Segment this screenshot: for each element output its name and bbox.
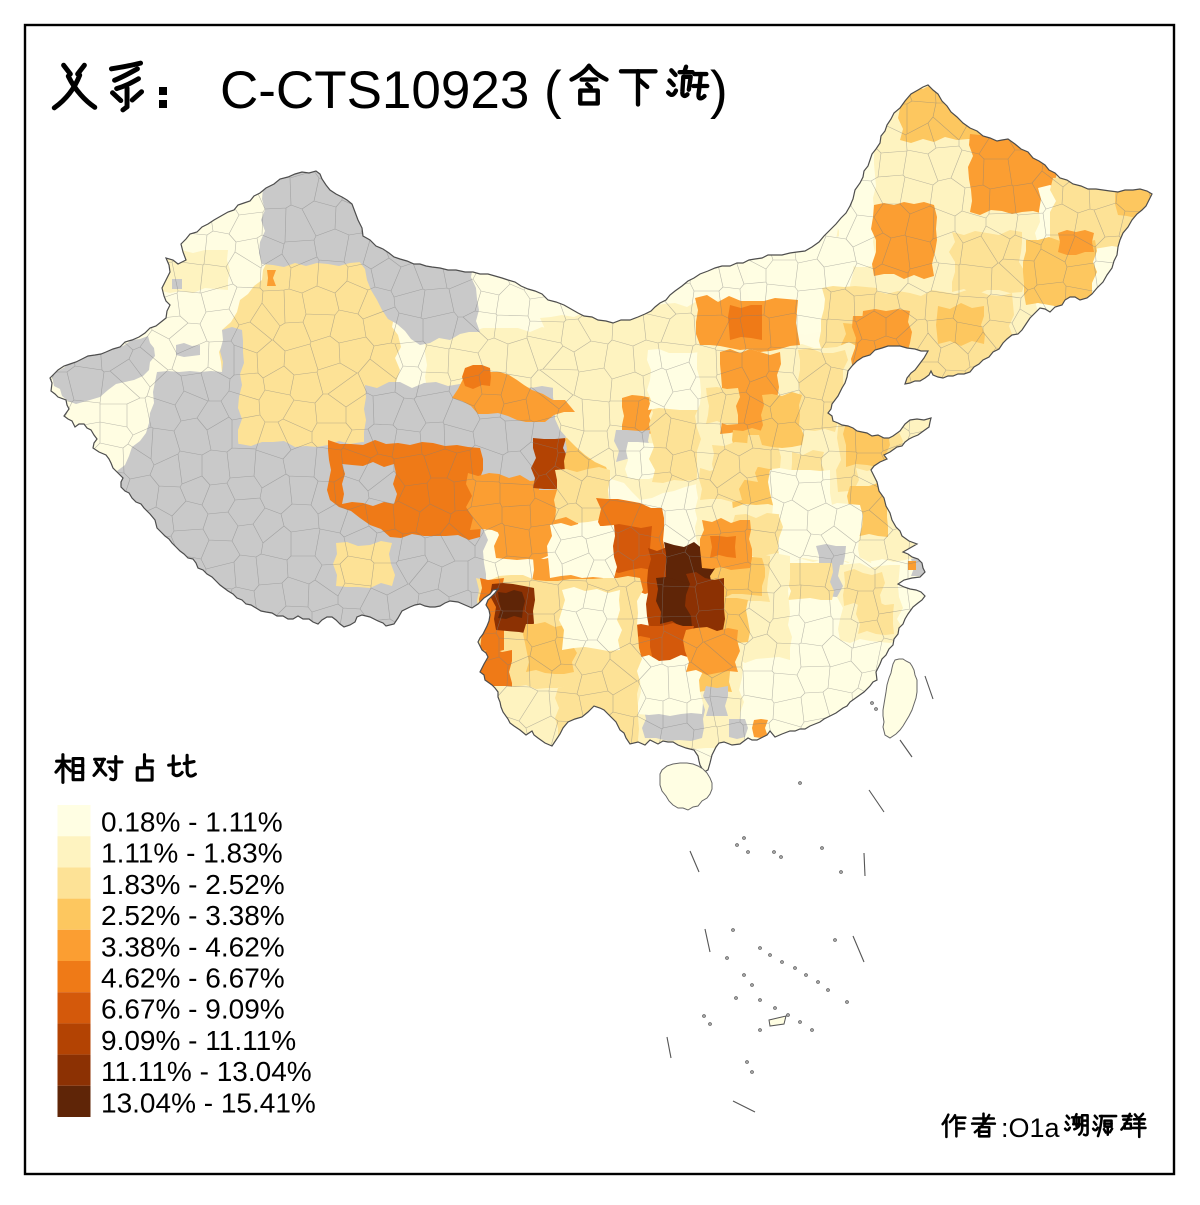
svg-text:4.62% - 6.67%: 4.62% - 6.67%	[101, 963, 285, 994]
svg-text:3.38% - 4.62%: 3.38% - 4.62%	[101, 931, 285, 962]
svg-text:2.52% - 3.38%: 2.52% - 3.38%	[101, 900, 285, 931]
svg-text::O1a: :O1a	[1001, 1113, 1061, 1143]
svg-text:1.11% - 1.83%: 1.11% - 1.83%	[101, 838, 283, 869]
svg-text:9.09% - 11.11%: 9.09% - 11.11%	[101, 1025, 296, 1056]
svg-text:): )	[710, 61, 728, 120]
svg-text:13.04% - 15.41%: 13.04% - 15.41%	[101, 1087, 316, 1118]
svg-text:C-CTS10923 (: C-CTS10923 (	[220, 61, 562, 120]
svg-text:1.83% - 2.52%: 1.83% - 2.52%	[101, 869, 285, 900]
svg-text:11.11% - 13.04%: 11.11% - 13.04%	[101, 1056, 312, 1087]
svg-text:6.67% - 9.09%: 6.67% - 9.09%	[101, 994, 285, 1025]
svg-text:0.18% - 1.11%: 0.18% - 1.11%	[101, 807, 283, 838]
